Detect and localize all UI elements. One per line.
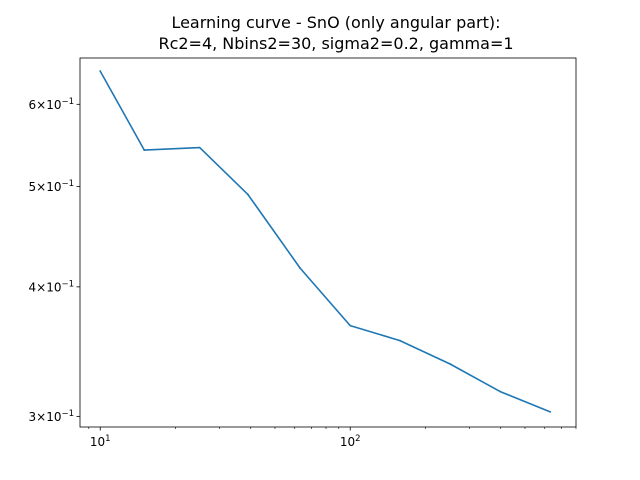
y-tick-label: 4×10−1 xyxy=(29,279,75,294)
data-point xyxy=(398,339,401,342)
y-tick-label: 3×10−1 xyxy=(29,409,75,424)
data-point xyxy=(99,70,102,72)
chart-subtitle: Rc2=4, Nbins2=30, sigma2=0.2, gamma=1 xyxy=(158,34,513,53)
x-tick-label: 102 xyxy=(340,434,361,449)
data-point xyxy=(198,146,201,149)
data-point xyxy=(143,149,146,151)
y-tick-label: 6×10−1 xyxy=(29,97,75,112)
data-point xyxy=(549,410,552,413)
data-point xyxy=(247,193,249,196)
plot-area: 101 102 3×10−1 4×10−1 5×10−1 6×10−1 xyxy=(29,57,577,449)
x-tick-label: 101 xyxy=(90,434,111,449)
data-point xyxy=(349,324,352,327)
data-point xyxy=(499,390,502,393)
y-tick-label: 5×10−1 xyxy=(29,179,75,194)
axes-frame xyxy=(79,57,577,428)
chart-title: Learning curve - SnO (only angular part)… xyxy=(171,13,500,32)
data-point xyxy=(299,267,301,270)
data-point xyxy=(449,363,452,365)
learning-curve-line xyxy=(99,70,551,413)
